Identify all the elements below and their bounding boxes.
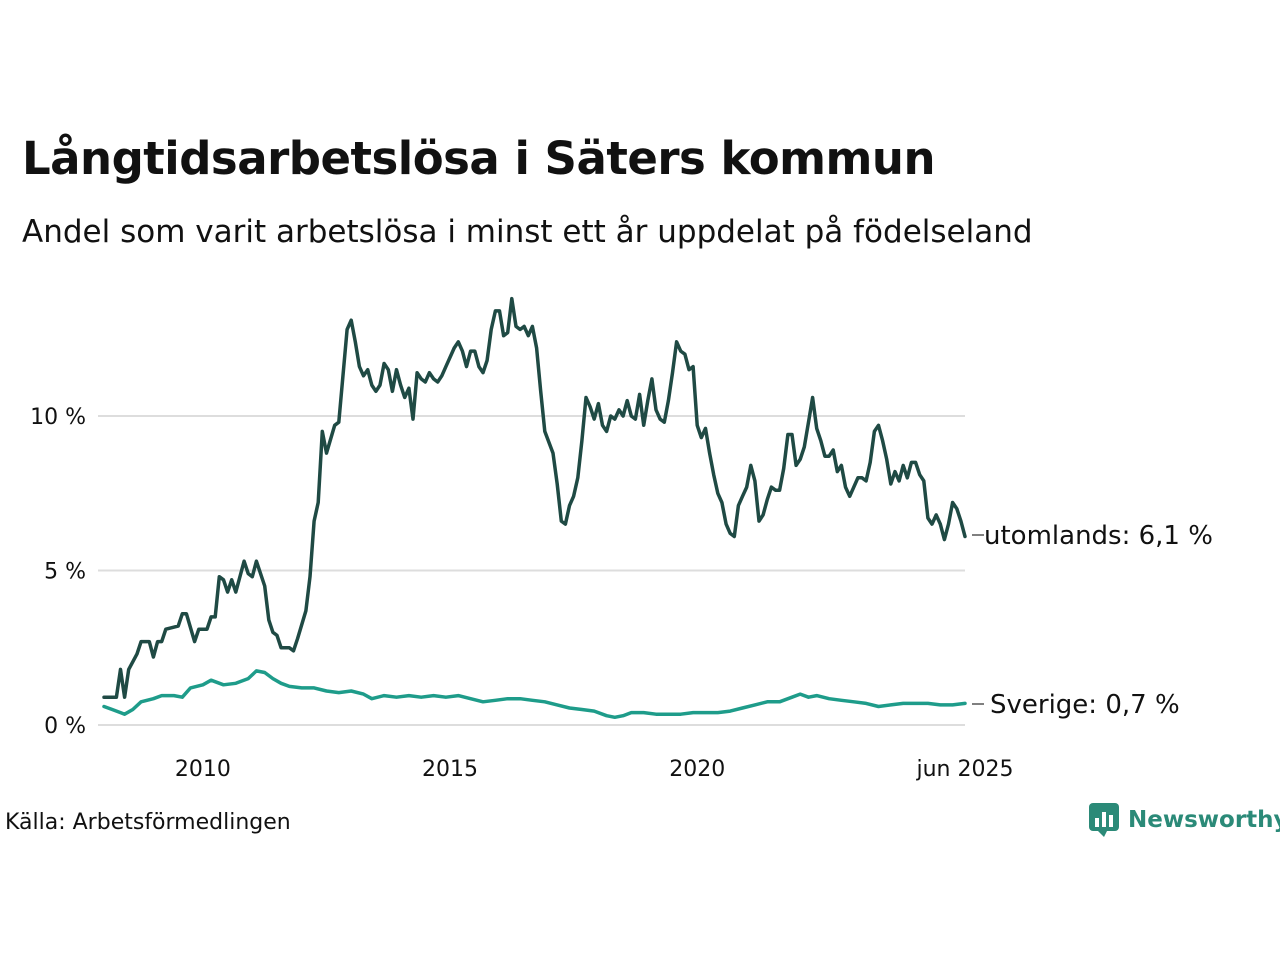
newsworthy-logo[interactable]: Newsworthy <box>1088 802 1280 838</box>
x-tick-label: 2010 <box>175 757 231 782</box>
end-label-sverige: Sverige: 0,7 % <box>990 690 1180 720</box>
end-labels: utomlands: 6,1 % Sverige: 0,7 % <box>972 521 1213 720</box>
source-note: Källa: Arbetsförmedlingen <box>5 810 291 835</box>
series-line-sverige <box>102 669 967 720</box>
y-tick-label: 0 % <box>44 714 86 739</box>
series-line-utomlands <box>102 296 967 699</box>
end-label-utomlands: utomlands: 6,1 % <box>984 521 1213 551</box>
y-axis-ticks: 0 % 5 % 10 % <box>30 405 86 739</box>
x-tick-label: jun 2025 <box>916 757 1014 782</box>
series-lines <box>102 296 967 720</box>
newsworthy-logo-text: Newsworthy <box>1128 807 1280 833</box>
x-axis-ticks: 2010 2015 2020 jun 2025 <box>175 757 1014 782</box>
y-tick-label: 10 % <box>30 405 86 430</box>
y-tick-label: 5 % <box>44 560 86 585</box>
x-tick-label: 2020 <box>669 757 725 782</box>
chart-title: Långtidsarbetslösa i Säters kommun <box>22 132 936 185</box>
newsworthy-logo-icon <box>1089 803 1119 837</box>
chart-subtitle: Andel som varit arbetslösa i minst ett å… <box>22 214 1033 250</box>
x-tick-label: 2015 <box>422 757 478 782</box>
